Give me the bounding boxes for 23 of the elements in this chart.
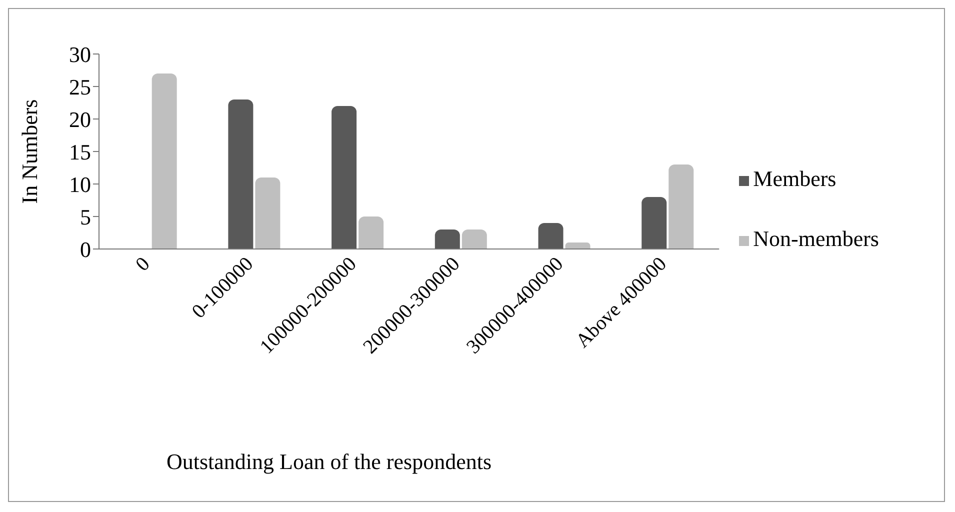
bar xyxy=(565,242,590,249)
bar xyxy=(332,106,357,249)
bar xyxy=(228,100,254,249)
y-tick-label: 20 xyxy=(69,106,91,132)
x-tick-label: 0 xyxy=(132,252,154,276)
bar xyxy=(255,178,280,249)
y-axis-title: In Numbers xyxy=(16,99,42,204)
y-tick-label: 30 xyxy=(69,42,91,67)
y-tick-label: 10 xyxy=(69,172,91,197)
y-tick-label: 0 xyxy=(80,236,91,262)
bar xyxy=(642,197,667,249)
y-tick-label: 5 xyxy=(80,204,91,230)
bar xyxy=(462,230,487,249)
bar xyxy=(668,164,694,249)
legend-label: Members xyxy=(753,166,836,191)
bar xyxy=(538,223,564,249)
y-tick-label: 15 xyxy=(69,139,91,164)
x-axis-title: Outstanding Loan of the respondents xyxy=(165,449,493,475)
y-tick-label: 25 xyxy=(69,74,91,100)
bar xyxy=(434,230,460,249)
bar xyxy=(152,74,177,249)
bar xyxy=(358,216,384,249)
legend-label: Non-members xyxy=(753,226,879,251)
